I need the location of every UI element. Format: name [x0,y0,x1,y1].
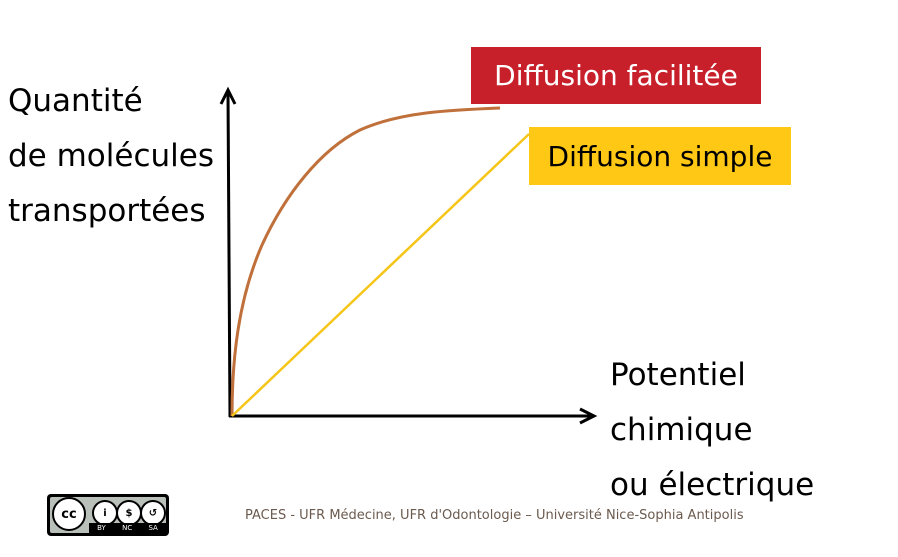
y-axis-label: Quantité de molécules transportées [8,74,214,239]
simple-diffusion-label: Diffusion simple [529,127,791,185]
y-axis-label-line: transportées [8,193,206,229]
sa-icon: ↺ [140,500,166,526]
footer-text: PACES - UFR Médecine, UFR d'Odontologie … [245,508,744,523]
y-axis-arrowhead [219,86,237,105]
y-axis-label-line: Quantité [8,83,143,119]
cc-icon: cc [52,497,86,531]
license-term: SA [148,524,158,532]
x-axis-label-line: ou électrique [610,467,815,503]
x-axis-label-line: Potentiel [610,357,746,393]
x-axis-arrowhead [579,407,598,425]
nc-icon: $ [116,500,142,526]
y-axis-label-line: de molécules [8,138,214,174]
x-axis-label: Potentiel chimique ou électrique [610,348,814,513]
facilitated-diffusion-label: Diffusion facilitée [471,47,761,104]
license-term: NC [122,524,133,532]
cc-license-logo: cc i $ ↺ BY NC SA [47,494,169,536]
license-term: BY [97,524,106,532]
facilitated-diffusion-curve [230,106,501,417]
y-axis [226,91,232,418]
x-axis-label-line: chimique [610,412,753,448]
simple-diffusion-line [231,133,530,417]
